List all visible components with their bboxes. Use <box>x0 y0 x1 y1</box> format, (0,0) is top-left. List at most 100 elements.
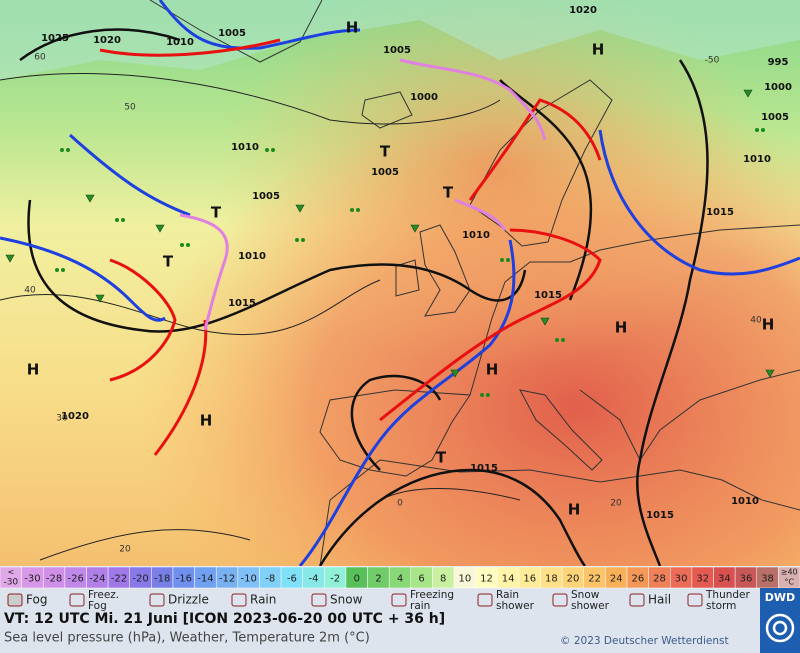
pressure-label: 1005 <box>252 191 280 202</box>
rain-shower-symbol <box>85 194 95 203</box>
rain-symbol <box>356 208 360 212</box>
rain-symbol <box>561 338 565 342</box>
pressure-center: H <box>762 316 775 334</box>
rain-symbol <box>761 128 765 132</box>
scale-label: -30 <box>24 574 40 585</box>
weather-icon <box>231 593 247 607</box>
isotherm <box>0 279 381 336</box>
coastline <box>419 224 471 317</box>
scale-label: -10 <box>240 574 256 585</box>
scale-label: °C <box>784 578 794 587</box>
coastline <box>519 389 603 471</box>
scale-label: -8 <box>265 574 275 585</box>
rain-shower-symbol <box>540 317 550 326</box>
rain-symbol <box>500 258 504 262</box>
pressure-center: H <box>592 41 605 59</box>
isotherm-label: 30 <box>56 414 68 424</box>
pressure-label: 1015 <box>228 298 256 309</box>
scale-label: -4 <box>309 574 319 585</box>
isotherm-label: 0 <box>397 499 403 509</box>
pressure-center: H <box>346 19 359 37</box>
warm-front <box>109 258 177 382</box>
pressure-label: 1010 <box>743 154 771 165</box>
rain-shower-symbol <box>295 204 305 213</box>
isobars <box>19 28 709 567</box>
scale-label: 28 <box>653 574 666 585</box>
pressure-center: T <box>443 184 454 202</box>
coastline <box>361 91 413 129</box>
legend: <-30 -30 -28 -26 -24 -22 -20 -18 -16 -14 -12 -10 -8-… <box>0 566 800 653</box>
scale-label: -16 <box>176 574 192 585</box>
coastline <box>395 259 420 297</box>
occlusion <box>454 198 507 231</box>
cold-front <box>598 129 800 276</box>
pressure-label: 1000 <box>410 92 438 103</box>
rain-shower-symbol <box>450 369 460 378</box>
scale-label: 12 <box>480 574 493 585</box>
rain-symbol <box>66 148 70 152</box>
weather-legend-label: Freezing <box>410 589 454 601</box>
pressure-label: 1015 <box>534 290 562 301</box>
scale-label: -26 <box>68 574 84 585</box>
rain-symbol <box>186 243 190 247</box>
scale-label: 14 <box>502 574 515 585</box>
weather-icon <box>552 593 568 607</box>
rain-shower-symbol <box>95 294 105 303</box>
scale-label: -22 <box>111 574 127 585</box>
rain-symbol <box>486 393 490 397</box>
weather-legend-label: Drizzle <box>168 593 209 607</box>
pressure-label: 1020 <box>61 411 89 422</box>
rain-symbol <box>115 218 119 222</box>
weather-legend-label: storm <box>706 600 736 612</box>
isotherm-label: 40 <box>24 286 36 296</box>
copyright: © 2023 Deutscher Wetterdienst <box>560 635 729 647</box>
weather-icon <box>629 593 645 607</box>
scale-label: -2 <box>330 574 340 585</box>
rain-symbol <box>265 148 269 152</box>
warm-front <box>468 98 602 201</box>
pressure-label: 1020 <box>569 5 597 16</box>
scale-label: 20 <box>567 574 580 585</box>
pressure-label: 1010 <box>166 37 194 48</box>
pressure-center: T <box>380 143 391 161</box>
scale-label: -18 <box>154 574 170 585</box>
isobar <box>27 199 527 333</box>
coastline <box>319 389 471 477</box>
pressure-label: 1010 <box>231 142 259 153</box>
cold-area <box>0 0 800 80</box>
cold-front <box>158 0 361 50</box>
scale-label: -6 <box>287 574 297 585</box>
warm-front <box>99 38 281 57</box>
pressure-center: T <box>436 449 447 467</box>
scale-label: 2 <box>375 574 381 585</box>
pressure-label: 1015 <box>706 207 734 218</box>
scale-label: ≥40 <box>781 568 798 577</box>
pressure-label: 1010 <box>238 251 266 262</box>
weather-icon <box>149 593 165 607</box>
scale-label: 30 <box>675 574 688 585</box>
isotherm-label: 50 <box>124 103 136 113</box>
rain-symbol <box>271 148 275 152</box>
weather-legend-label: Freez. <box>88 589 119 601</box>
scale-label: 0 <box>354 574 360 585</box>
weather-legend-label: shower <box>496 600 535 612</box>
rain-symbol <box>506 258 510 262</box>
rain-symbol <box>301 238 305 242</box>
weather-legend-label: Snow <box>571 589 600 601</box>
weather-icon <box>7 593 23 607</box>
weather-legend-label: rain <box>410 600 430 612</box>
weather-legend-label: Snow <box>330 593 363 607</box>
weather-legend-label: Rain <box>496 589 519 601</box>
scale-label: 34 <box>718 574 731 585</box>
warm-front <box>153 319 208 456</box>
scale-label: -12 <box>219 574 235 585</box>
scale-label: 18 <box>545 574 558 585</box>
pressure-label: 1010 <box>731 496 759 507</box>
isobar <box>19 28 181 62</box>
scale-label: -30 <box>3 578 18 588</box>
isotherm-label: 20 <box>119 545 131 555</box>
scale-label: -14 <box>197 574 213 585</box>
isobar <box>499 79 593 301</box>
pressure-label: 1005 <box>383 45 411 56</box>
